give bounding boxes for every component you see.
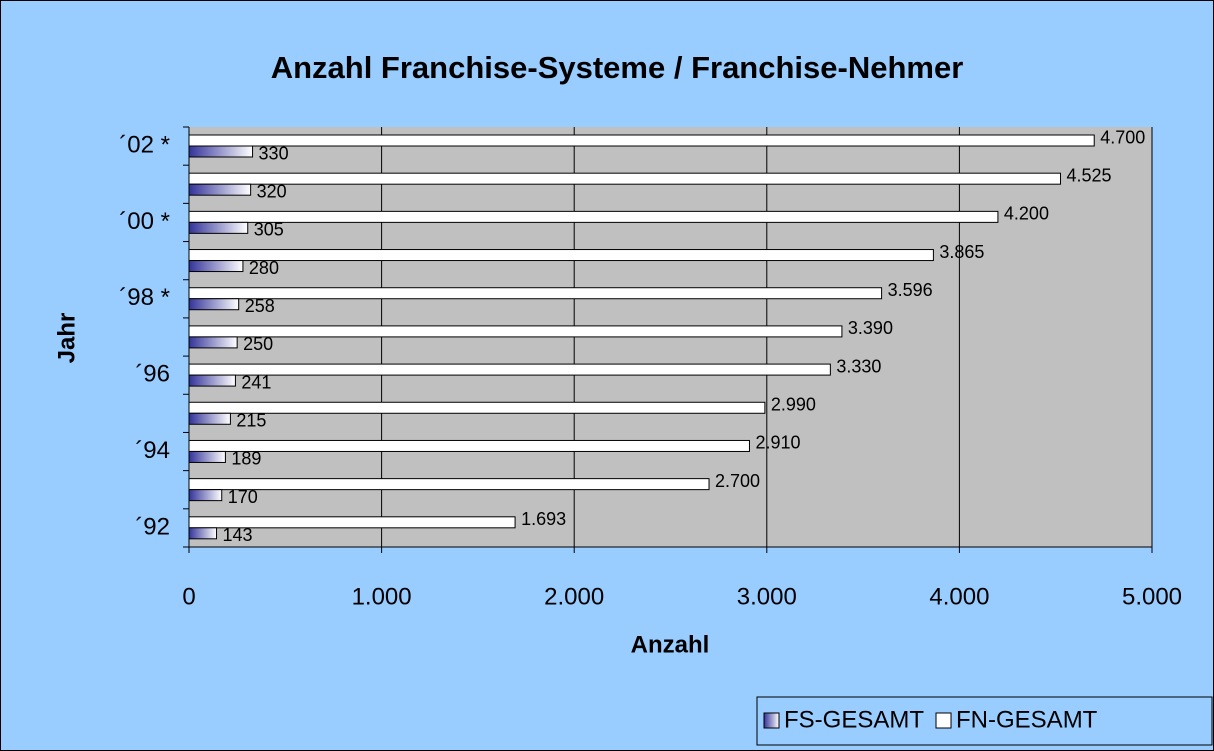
bar — [188, 516, 516, 529]
data-label: 241 — [241, 372, 271, 392]
data-label: 3.865 — [939, 242, 984, 262]
data-label: 2.910 — [755, 433, 800, 453]
data-label: 258 — [245, 296, 275, 316]
bar — [188, 325, 843, 338]
data-label: 170 — [228, 487, 258, 507]
bar — [188, 145, 254, 158]
y-tick-label: ´00 * — [119, 208, 170, 235]
y-tick-label: ´98 * — [119, 284, 170, 311]
x-tick-label: 4.000 — [929, 583, 989, 610]
bar — [188, 134, 1095, 147]
bar — [188, 412, 231, 425]
x-tick-label: 2.000 — [544, 583, 604, 610]
legend-swatch — [935, 712, 952, 729]
data-label: 250 — [243, 334, 273, 354]
data-label: 280 — [249, 258, 279, 278]
x-tick-label: 3.000 — [737, 583, 797, 610]
bar — [188, 374, 236, 387]
y-tick-label: ´02 * — [119, 131, 170, 158]
y-tick-label: ´92 — [135, 513, 170, 540]
bar — [188, 221, 249, 234]
data-label: 3.596 — [888, 280, 933, 300]
bar — [188, 260, 244, 273]
data-label: 2.990 — [771, 395, 816, 415]
bar — [188, 478, 710, 491]
legend-label: FS-GESAMT — [784, 706, 924, 733]
data-label: 189 — [231, 449, 261, 469]
data-label: 4.525 — [1067, 165, 1112, 185]
bar — [188, 450, 226, 463]
bar — [188, 287, 883, 300]
bar — [188, 183, 252, 196]
data-label: 320 — [257, 181, 287, 201]
data-label: 143 — [223, 525, 253, 545]
x-tick-label: 0 — [182, 583, 195, 610]
bar — [188, 527, 218, 540]
data-label: 3.390 — [848, 318, 893, 338]
legend — [756, 696, 1213, 746]
legend-swatch — [763, 712, 780, 729]
data-label: 1.693 — [521, 509, 566, 529]
chart-title: Anzahl Franchise-Systeme / Franchise-Neh… — [271, 50, 964, 85]
data-label: 2.700 — [715, 471, 760, 491]
y-tick-label: ´96 — [135, 361, 170, 388]
bar — [188, 210, 999, 223]
data-label: 3.330 — [836, 356, 881, 376]
bar — [188, 363, 831, 376]
bar — [188, 249, 934, 262]
bar — [188, 439, 750, 452]
y-tick-label: ´94 — [135, 437, 170, 464]
bar — [188, 489, 223, 502]
data-label: 305 — [254, 220, 284, 240]
bar — [188, 401, 766, 414]
x-tick-label: 1.000 — [352, 583, 412, 610]
legend-label: FN-GESAMT — [956, 706, 1098, 733]
x-axis-label: Anzahl — [631, 631, 710, 658]
data-label: 4.200 — [1004, 204, 1049, 224]
data-label: 215 — [236, 411, 266, 431]
data-label: 330 — [259, 143, 289, 163]
y-axis-label: Jahr — [53, 313, 80, 364]
x-tick-label: 5.000 — [1122, 583, 1182, 610]
bar — [188, 298, 240, 311]
bar — [188, 172, 1062, 185]
data-label: 4.700 — [1100, 127, 1145, 147]
bar — [188, 336, 238, 349]
